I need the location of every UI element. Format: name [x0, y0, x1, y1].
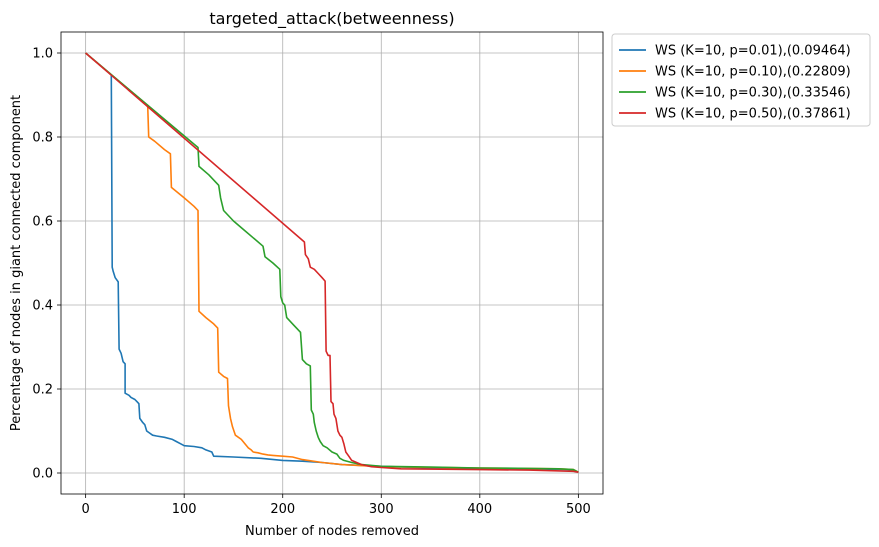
x-axis-ticks: 0 100 200 300 400 500 — [81, 494, 591, 517]
x-tick-label: 400 — [467, 502, 492, 517]
plot-frame — [60, 31, 604, 495]
x-tick-label: 300 — [369, 502, 394, 517]
legend-box — [611, 33, 871, 127]
legend-label-4: WS (K=10, p=0.50),(0.37861) — [655, 107, 851, 122]
y-axis-label: Percentage of nodes in giant connected c… — [9, 95, 24, 431]
x-tick-label: 500 — [566, 502, 591, 517]
x-tick-label: 200 — [270, 502, 295, 517]
series-line-2 — [85, 52, 579, 473]
x-axis-label: Number of nodes removed — [245, 524, 419, 539]
legend-label-3: WS (K=10, p=0.30),(0.33546) — [655, 86, 851, 101]
x-tick-label: 0 — [81, 502, 89, 517]
series-lines — [85, 52, 579, 473]
legend: WS (K=10, p=0.01),(0.09464) WS (K=10, p=0… — [611, 33, 871, 127]
x-tick-label: 100 — [172, 502, 197, 517]
y-tick-label: 0.8 — [32, 131, 53, 146]
y-tick-label: 0.2 — [32, 383, 53, 398]
y-axis-ticks: 0.0 0.2 0.4 0.6 0.8 1.0 — [32, 47, 61, 482]
series-line-4 — [85, 52, 579, 473]
chart-title: targeted_attack(betweenness) — [209, 9, 454, 29]
y-tick-label: 0.6 — [32, 215, 53, 230]
grid — [61, 32, 603, 494]
y-tick-label: 0.4 — [32, 299, 53, 314]
legend-label-2: WS (K=10, p=0.10),(0.22809) — [655, 65, 851, 80]
legend-label-1: WS (K=10, p=0.01),(0.09464) — [655, 44, 851, 59]
y-tick-label: 0.0 — [32, 467, 53, 482]
y-tick-label: 1.0 — [32, 47, 53, 62]
